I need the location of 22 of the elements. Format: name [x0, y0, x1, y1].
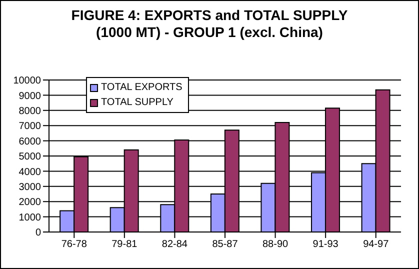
y-tick-label: 5000	[18, 152, 42, 163]
x-tick-label: 85-87	[212, 239, 238, 250]
y-tick-label: 3000	[18, 182, 42, 193]
y-tick-label: 2000	[18, 197, 42, 208]
y-tick-label: 4000	[18, 166, 42, 178]
x-tick-label: 82-84	[162, 239, 188, 250]
y-tick-label: 1000	[18, 212, 42, 224]
x-tick-label: 79-81	[112, 239, 138, 250]
y-tick-label: 9000	[18, 90, 42, 102]
legend-label: TOTAL SUPPLY	[101, 97, 174, 108]
x-tick-label: 91-93	[312, 239, 339, 250]
legend-label: TOTAL EXPORTS	[101, 82, 182, 93]
x-tick-label: 94-97	[363, 239, 390, 250]
chart-title: FIGURE 4: EXPORTS and TOTAL SUPPLY	[70, 7, 349, 24]
y-tick-label: 7000	[18, 121, 42, 132]
y-tick-label: 0	[35, 228, 42, 239]
x-tick-label: 88-90	[262, 239, 289, 250]
x-tick-label: 76-78	[61, 239, 88, 250]
y-tick-label: 8000	[18, 106, 42, 117]
y-tick-label: 10000	[13, 76, 42, 87]
y-tick-label: 6000	[18, 136, 42, 148]
chart-subtitle: (1000 MT) - GROUP 1 (excl. China)	[95, 24, 324, 41]
